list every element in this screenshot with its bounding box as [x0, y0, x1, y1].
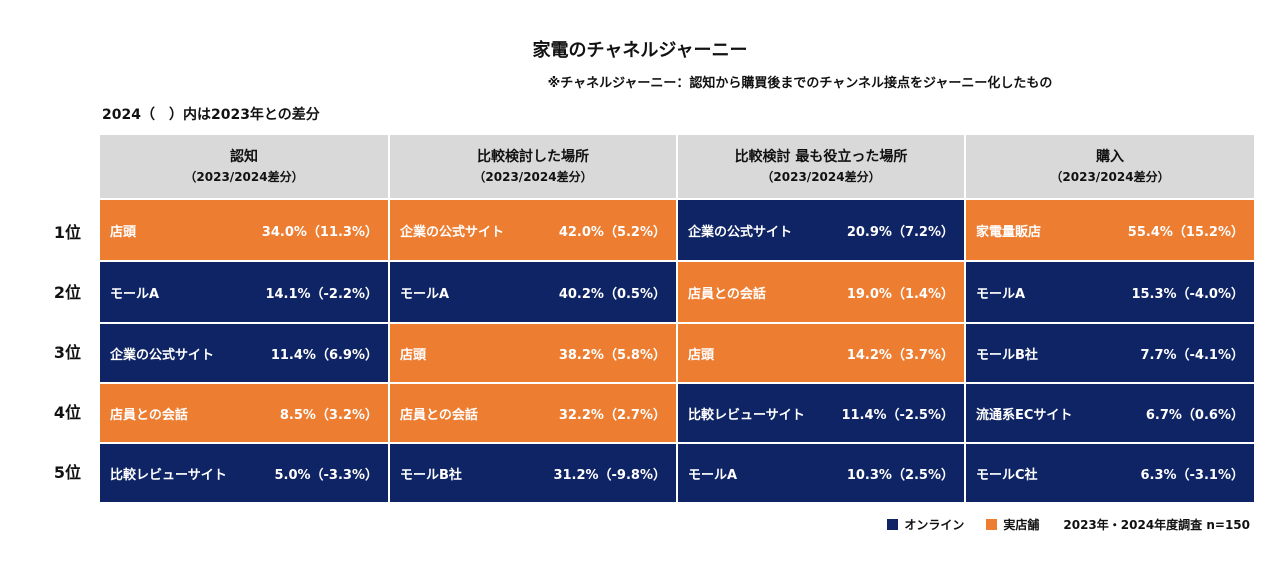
channel-name: モールB社	[976, 347, 1038, 363]
channel-name: 家電量販店	[976, 224, 1042, 240]
column-header: 購入 （2023/2024差分）	[966, 135, 1254, 198]
rank-label: 3位	[53, 343, 82, 362]
channel-name: モールB社	[400, 467, 462, 483]
channel-name: 店頭	[688, 347, 715, 363]
channel-value: 5.0%（-3.3%）	[274, 467, 378, 483]
channel-value: 8.5%（3.2%）	[279, 407, 378, 423]
legend: オンライン 実店舗 2023年・2024年度調査 n=150	[887, 516, 1250, 533]
channel-name: モールA	[976, 286, 1026, 302]
channel-name: 店頭	[400, 347, 427, 363]
store-swatch	[986, 519, 998, 530]
table-cell: 店頭 14.2%（3.7%）	[678, 324, 964, 382]
channel-name: モールA	[688, 467, 738, 483]
column-title: 認知	[230, 148, 258, 165]
channel-name: モールC社	[976, 467, 1038, 483]
channel-name: 流通系ECサイト	[976, 407, 1073, 423]
rank-label: 2位	[53, 283, 82, 302]
channel-value: 14.2%（3.7%）	[846, 347, 954, 363]
table-cell: モールB社 31.2%（-9.8%）	[390, 444, 676, 502]
channel-name: モールA	[400, 286, 450, 302]
channel-value: 14.1%（-2.2%）	[265, 286, 378, 302]
column-title: 購入	[1096, 148, 1124, 165]
channel-value: 31.2%（-9.8%）	[553, 467, 666, 483]
channel-name: モールA	[110, 286, 160, 302]
column-title: 比較検討した場所	[477, 148, 589, 165]
channel-name: 比較レビューサイト	[688, 407, 805, 423]
table-cell: 店頭 34.0%（11.3%）	[100, 200, 388, 260]
table-cell: モールA 14.1%（-2.2%）	[100, 262, 388, 322]
legend-online: オンライン	[904, 518, 965, 532]
online-swatch	[887, 519, 899, 530]
column-subtitle: （2023/2024差分）	[184, 169, 304, 184]
table-cell: 店員との会話 32.2%（2.7%）	[390, 384, 676, 442]
table-cell: 比較レビューサイト 5.0%（-3.3%）	[100, 444, 388, 502]
channel-name: 企業の公式サイト	[688, 224, 793, 240]
channel-value: 6.3%（-3.1%）	[1140, 467, 1244, 483]
column-subtitle: （2023/2024差分）	[473, 169, 593, 184]
channel-value: 19.0%（1.4%）	[846, 286, 954, 302]
table-cell: 企業の公式サイト 11.4%（6.9%）	[100, 324, 388, 382]
rank-label: 1位	[53, 223, 82, 242]
channel-value: 55.4%（15.2%）	[1127, 224, 1244, 240]
channel-value: 7.7%（-4.1%）	[1140, 347, 1244, 363]
chart-subtitle: ※チャネルジャーニー：認知から購買後までのチャンネル接点をジャーニー化したもの	[547, 76, 1053, 91]
channel-value: 38.2%（5.8%）	[558, 347, 666, 363]
chart-note: 2024（ ）内は2023年との差分	[102, 107, 320, 123]
table-cell: モールA 15.3%（-4.0%）	[966, 262, 1254, 322]
channel-name: 企業の公式サイト	[110, 347, 215, 363]
rank-label: 4位	[53, 403, 82, 422]
table-cell: モールA 10.3%（2.5%）	[678, 444, 964, 502]
channel-value: 11.4%（-2.5%）	[841, 407, 954, 423]
survey-note: 2023年・2024年度調査 n=150	[1063, 518, 1250, 532]
channel-value: 20.9%（7.2%）	[846, 224, 954, 240]
channel-value: 11.4%（6.9%）	[270, 347, 378, 363]
column-title: 比較検討 最も役立った場所	[734, 148, 908, 165]
chart-title: 家電のチャネルジャーニー	[532, 40, 748, 61]
table-cell: モールB社 7.7%（-4.1%）	[966, 324, 1254, 382]
channel-value: 15.3%（-4.0%）	[1131, 286, 1244, 302]
table-cell: モールC社 6.3%（-3.1%）	[966, 444, 1254, 502]
channel-name: 比較レビューサイト	[110, 467, 227, 483]
table-cell: 比較レビューサイト 11.4%（-2.5%）	[678, 384, 964, 442]
channel-name: 店員との会話	[688, 286, 766, 302]
column-subtitle: （2023/2024差分）	[761, 169, 881, 184]
channel-value: 6.7%（0.6%）	[1145, 407, 1244, 423]
channel-value: 10.3%（2.5%）	[846, 467, 954, 483]
rank-label: 5位	[53, 463, 82, 482]
table-cell: 店員との会話 19.0%（1.4%）	[678, 262, 964, 322]
channel-journey-table: 認知 （2023/2024差分） 店頭 34.0%（11.3%） モールA 14.1%（-…	[100, 135, 1254, 502]
channel-name: 店員との会話	[110, 407, 188, 423]
channel-value: 34.0%（11.3%）	[261, 224, 378, 240]
column-header: 比較検討した場所 （2023/2024差分）	[390, 135, 676, 198]
table-cell: 企業の公式サイト 42.0%（5.2%）	[390, 200, 676, 260]
column-header: 比較検討 最も役立った場所 （2023/2024差分）	[678, 135, 964, 198]
channel-name: 企業の公式サイト	[400, 224, 505, 240]
table-cell: 家電量販店 55.4%（15.2%）	[966, 200, 1254, 260]
table-cell: モールA 40.2%（0.5%）	[390, 262, 676, 322]
table-cell: 流通系ECサイト 6.7%（0.6%）	[966, 384, 1254, 442]
column-header: 認知 （2023/2024差分）	[100, 135, 388, 198]
channel-name: 店員との会話	[400, 407, 478, 423]
channel-value: 40.2%（0.5%）	[558, 286, 666, 302]
column-subtitle: （2023/2024差分）	[1050, 169, 1170, 184]
channel-value: 32.2%（2.7%）	[558, 407, 666, 423]
channel-name: 店頭	[110, 224, 137, 240]
table-cell: 店員との会話 8.5%（3.2%）	[100, 384, 388, 442]
legend-store: 実店舗	[1003, 518, 1040, 532]
channel-value: 42.0%（5.2%）	[558, 224, 666, 240]
table-cell: 企業の公式サイト 20.9%（7.2%）	[678, 200, 964, 260]
table-cell: 店頭 38.2%（5.8%）	[390, 324, 676, 382]
